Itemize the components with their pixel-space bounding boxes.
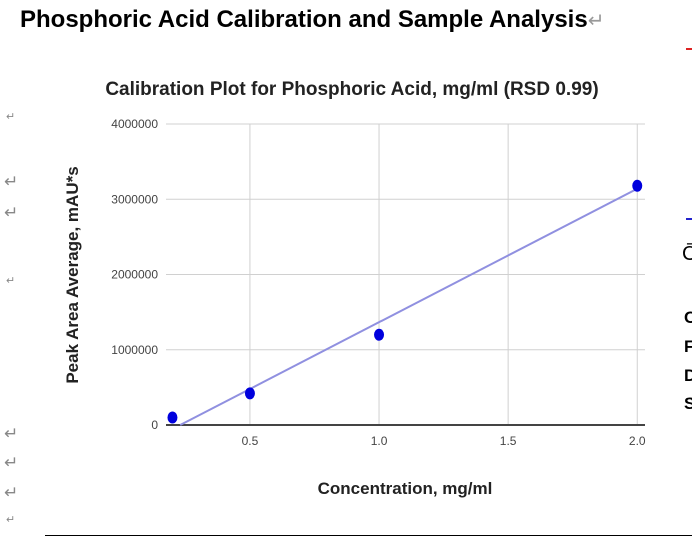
cutoff-letter: S bbox=[684, 394, 692, 413]
red-line-fragment bbox=[686, 48, 692, 50]
calibration-chart: Calibration Plot for Phosphoric Acid, mg… bbox=[63, 79, 646, 498]
paragraph-mark-icon: ↵ bbox=[4, 424, 19, 443]
x-tick-label: 2.0 bbox=[629, 434, 646, 448]
document-title: Phosphoric Acid Calibration and Sample A… bbox=[20, 6, 604, 34]
x-axis-title: Concentration, mg/ml bbox=[318, 479, 493, 498]
bottom-rule bbox=[45, 535, 692, 536]
y-axis-title: Peak Area Average, mAU*s bbox=[63, 166, 82, 383]
blue-line-fragment bbox=[686, 218, 692, 220]
x-tick-label: 1.5 bbox=[500, 434, 517, 448]
title-text: Phosphoric Acid Calibration and Sample A… bbox=[20, 6, 588, 33]
data-point bbox=[632, 179, 643, 192]
paragraph-mark-icon: ↵ bbox=[6, 514, 16, 526]
x-tick-label: 0.5 bbox=[242, 434, 259, 448]
paragraph-mark-icon: ↵ bbox=[4, 453, 19, 472]
paragraph-mark-icon: ↵ bbox=[587, 10, 605, 32]
paragraph-mark-icon: ↵ bbox=[4, 203, 19, 222]
cutoff-glyph: C̄ bbox=[682, 243, 692, 265]
cutoff-letter: D bbox=[684, 366, 692, 385]
y-tick-label: 4000000 bbox=[111, 117, 158, 131]
paragraph-mark-icon: ↵ bbox=[6, 111, 16, 123]
y-tick-label: 2000000 bbox=[111, 268, 158, 282]
chart-title: Calibration Plot for Phosphoric Acid, mg… bbox=[105, 79, 598, 100]
data-point bbox=[374, 328, 385, 341]
y-tick-label: 0 bbox=[151, 418, 158, 432]
paragraph-mark-icon: ↵ bbox=[6, 275, 16, 287]
x-tick-label: 1.0 bbox=[371, 434, 388, 448]
y-tick-label: 1000000 bbox=[111, 343, 158, 357]
cutoff-letter: F bbox=[684, 337, 692, 356]
data-point bbox=[244, 387, 255, 400]
trendline bbox=[179, 187, 638, 426]
paragraph-mark-icon: ↵ bbox=[4, 483, 19, 502]
paragraph-mark-icon: ↵ bbox=[4, 172, 19, 191]
y-tick-label: 3000000 bbox=[111, 192, 158, 206]
data-point bbox=[167, 411, 178, 424]
cutoff-letter: C bbox=[684, 308, 692, 327]
